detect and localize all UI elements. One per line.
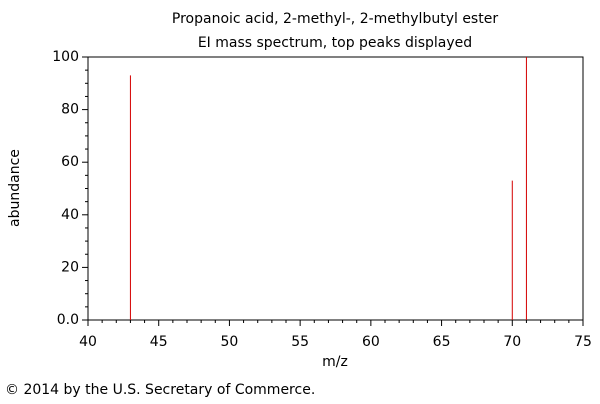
x-tick-label: 45 xyxy=(150,334,168,350)
y-tick-label: 100 xyxy=(52,49,79,65)
x-tick-label: 65 xyxy=(433,334,451,350)
y-axis-label: abundance xyxy=(7,149,23,227)
y-tick-label: 40 xyxy=(61,207,79,223)
x-axis-label: m/z xyxy=(322,354,348,370)
chart-subtitle: EI mass spectrum, top peaks displayed xyxy=(198,35,472,51)
x-tick-label: 60 xyxy=(362,334,380,350)
plot-frame xyxy=(87,56,584,321)
chart-title: Propanoic acid, 2-methyl-, 2-methylbutyl… xyxy=(172,11,498,27)
x-tick-label: 55 xyxy=(291,334,309,350)
x-tick-label: 50 xyxy=(221,334,239,350)
footer: © 2014 by the U.S. Secretary of Commerce… xyxy=(5,382,315,398)
y-tick-label: 80 xyxy=(61,102,79,118)
y-tick-label: 20 xyxy=(61,259,79,275)
y-tick-label: 0.0 xyxy=(57,312,79,328)
x-tick-label: 70 xyxy=(503,334,521,350)
x-tick-label: 75 xyxy=(574,334,592,350)
x-tick-label: 40 xyxy=(79,334,97,350)
y-tick-label: 60 xyxy=(61,154,79,170)
